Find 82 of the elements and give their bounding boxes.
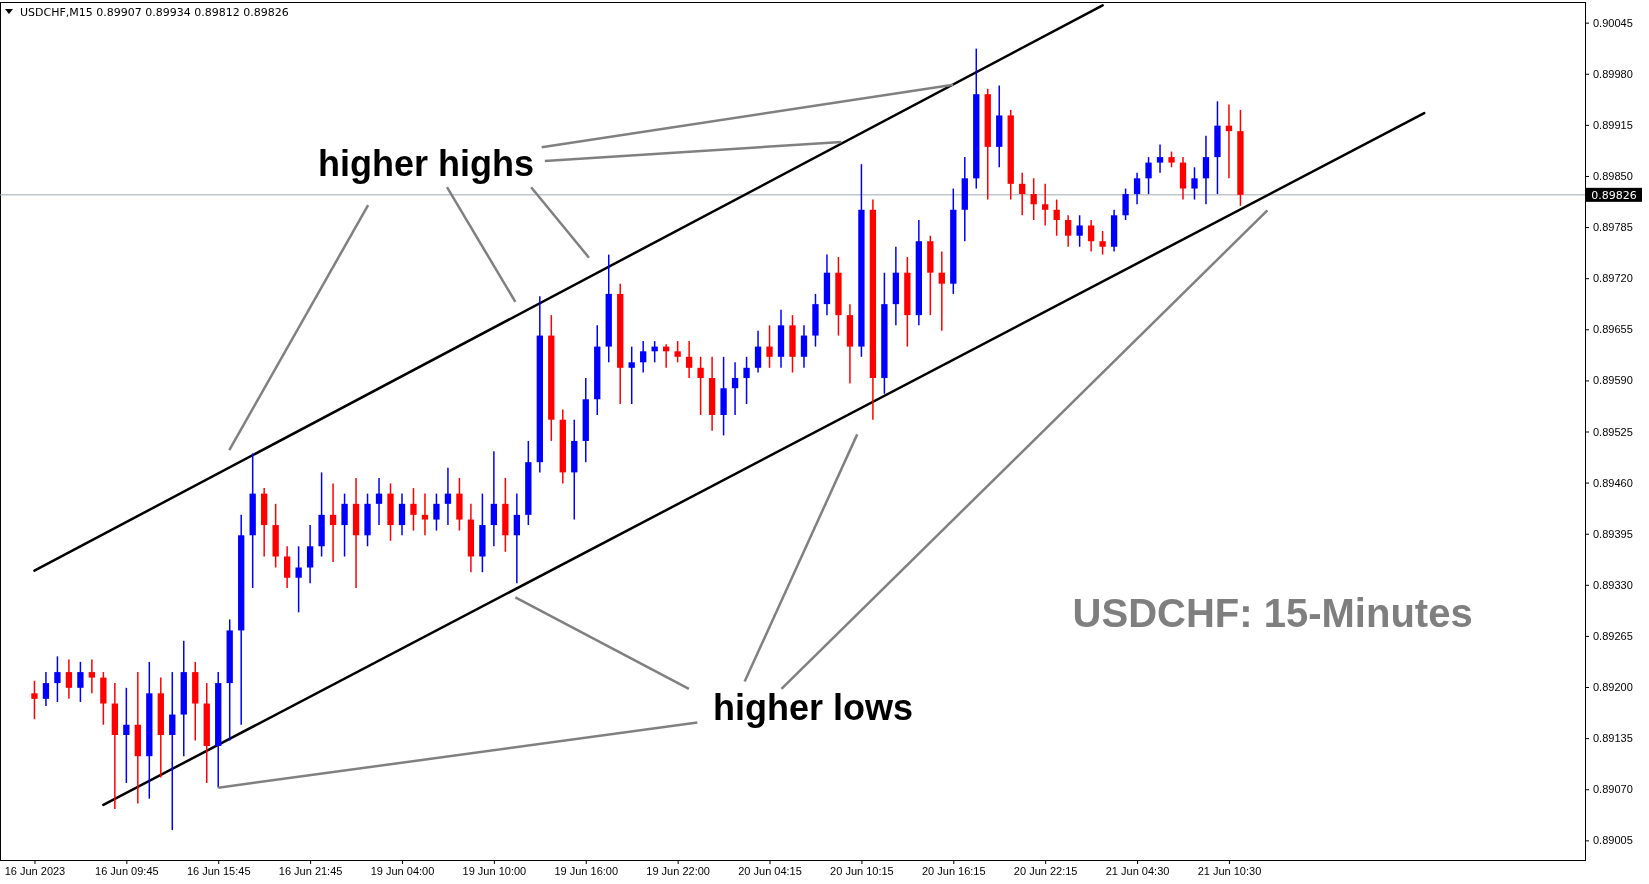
x-tick-label: 19 Jun 22:00	[646, 864, 710, 877]
x-tick-label: 19 Jun 16:00	[554, 864, 619, 877]
candlestick	[1191, 166, 1198, 201]
annotation: higher highs	[317, 142, 534, 184]
candlestick	[1133, 172, 1141, 206]
candlestick	[1019, 172, 1026, 217]
ref-line-label: 0.89826	[1591, 188, 1637, 202]
y-tick-label: 0.89070	[1593, 783, 1633, 796]
x-tick-label: 16 Jun 15:45	[186, 864, 251, 877]
x-tick-label: 21 Jun 10:30	[1197, 864, 1262, 877]
candlestick	[283, 545, 291, 589]
y-tick-label: 0.89525	[1593, 425, 1633, 438]
candlestick	[42, 671, 50, 707]
y-tick-label: 0.89785	[1593, 221, 1633, 234]
x-tick-label: 20 Jun 10:15	[830, 864, 894, 877]
candlestick	[1099, 230, 1106, 256]
x-tick-label: 20 Jun 22:15	[1013, 864, 1078, 877]
candlestick	[1053, 198, 1060, 237]
candlestick	[490, 450, 498, 548]
candlestick	[754, 330, 762, 374]
y-tick-label: 0.89590	[1593, 374, 1633, 387]
candlestick	[410, 487, 417, 532]
candlestick	[341, 492, 348, 558]
candlestick	[1076, 214, 1083, 248]
y-tick-label: 0.89915	[1593, 118, 1633, 131]
candlestick	[306, 524, 314, 584]
x-tick-label: 16 Jun 09:45	[95, 864, 159, 877]
x-tick-label: 16 Jun 21:45	[278, 864, 343, 877]
candlestick	[766, 324, 773, 369]
candlestick	[640, 340, 647, 374]
y-tick-label: 0.89135	[1593, 732, 1633, 745]
chart-title: USDCHF,M15 0.89907 0.89934 0.89812 0.89826	[20, 5, 289, 19]
candlestick	[295, 545, 302, 614]
candlestick	[1030, 177, 1037, 221]
candlestick	[1064, 214, 1072, 248]
y-tick-label: 0.89460	[1593, 476, 1633, 489]
candlestick	[77, 661, 84, 703]
y-tick-label: 0.90045	[1593, 16, 1633, 29]
x-tick-label: 20 Jun 16:15	[921, 864, 986, 877]
y-tick-label: 0.89850	[1593, 169, 1633, 182]
candlestick	[54, 655, 61, 703]
candlestick	[88, 658, 96, 695]
y-tick-label: 0.89265	[1593, 629, 1633, 642]
y-tick-label: 0.89330	[1593, 578, 1633, 591]
x-tick-label: 20 Jun 04:15	[738, 864, 802, 877]
candlestick	[685, 340, 693, 379]
y-tick-label: 0.89655	[1593, 323, 1633, 336]
candlestick	[1145, 156, 1152, 195]
x-tick-label: 19 Jun 10:00	[462, 864, 527, 877]
candlestick	[938, 250, 945, 332]
candlestick	[31, 679, 38, 721]
candlestick	[169, 671, 176, 831]
y-tick-label: 0.89200	[1593, 681, 1633, 694]
candlestick	[1087, 219, 1095, 253]
x-tick-label: 19 Jun 04:00	[370, 864, 435, 877]
candlestick	[1156, 143, 1164, 174]
candlestick	[421, 492, 429, 537]
candlestick	[628, 345, 635, 405]
candlestick	[65, 658, 73, 700]
candlestick	[398, 492, 406, 537]
candlestick	[731, 361, 739, 416]
annotation: USDCHF: 15-Minutes	[1072, 591, 1473, 636]
candlestick	[329, 482, 337, 563]
candlestick	[433, 492, 440, 532]
candlestick	[697, 356, 704, 416]
candlestick	[123, 687, 130, 784]
y-tick-label: 0.89980	[1593, 67, 1633, 80]
candlestick	[513, 492, 521, 584]
y-tick-label: 0.89395	[1593, 527, 1633, 540]
candlestick	[375, 477, 383, 526]
candlestick	[444, 466, 452, 526]
x-tick-label: 16 Jun 2023	[4, 864, 66, 877]
candlestick	[1202, 135, 1210, 206]
candlestick	[674, 340, 681, 364]
candlestick	[743, 356, 750, 405]
y-tick-label: 0.89720	[1593, 272, 1633, 285]
y-tick-label: 0.89005	[1593, 834, 1633, 847]
candlestick	[1042, 183, 1049, 227]
annotation: higher lows	[712, 687, 914, 729]
candlestick	[1122, 187, 1129, 221]
candlestick	[800, 324, 808, 369]
x-tick-label: 21 Jun 04:30	[1105, 864, 1170, 877]
